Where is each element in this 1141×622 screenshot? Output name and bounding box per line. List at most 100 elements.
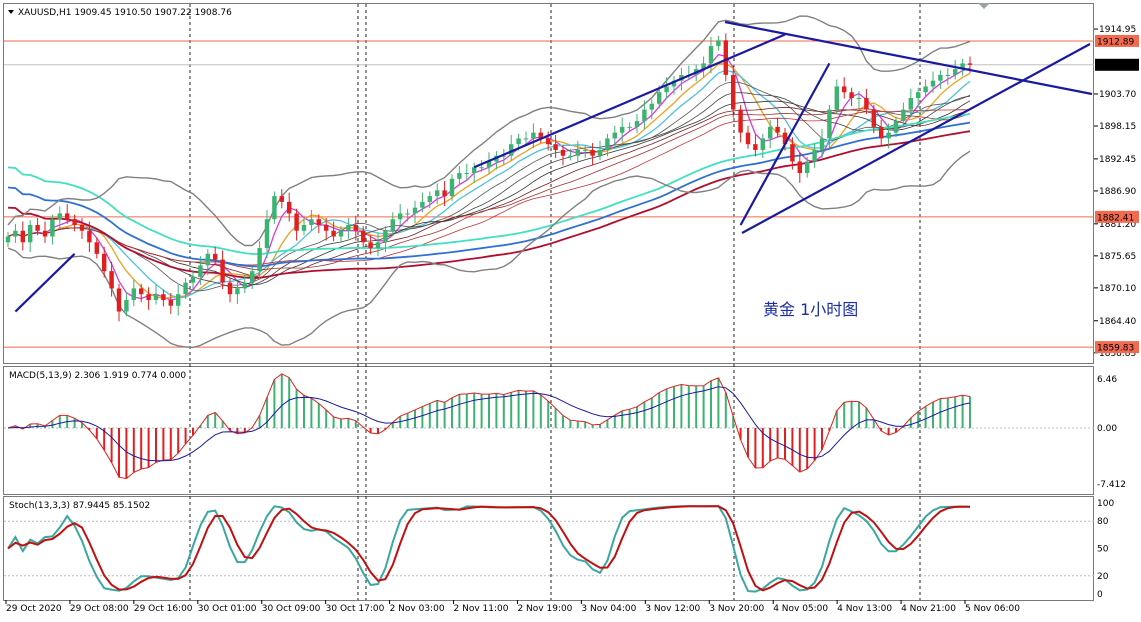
candle-body: [464, 173, 470, 175]
candle-body: [146, 294, 151, 300]
dropdown-triangle-icon[interactable]: [8, 10, 14, 14]
time-tick-label: 3 Nov 12:00: [645, 604, 700, 614]
candle-body: [198, 265, 203, 277]
candle-body: [323, 224, 329, 231]
bollinger-bands: [7, 15, 971, 349]
candle-body: [427, 196, 433, 202]
candle-body: [390, 219, 396, 231]
time-tick-label: 29 Oct 16:00: [134, 604, 193, 614]
candle-body: [753, 144, 758, 150]
price-tag: [1095, 210, 1139, 223]
candle-body: [35, 224, 40, 231]
candle-body: [72, 219, 77, 225]
candle-body: [94, 242, 100, 254]
candle-body: [309, 219, 314, 225]
candle-body: [619, 126, 625, 133]
shift-marker-icon[interactable]: [978, 3, 990, 9]
price-tick-label: 1886.90: [1099, 187, 1136, 197]
candle-body: [649, 103, 655, 110]
candle-body: [893, 121, 899, 133]
price-tick-label: 1903.70: [1099, 90, 1136, 100]
candle-body: [531, 132, 536, 139]
candle-body: [804, 161, 810, 174]
candle-body: [235, 288, 240, 295]
candle-body: [730, 74, 736, 110]
price-axis: 1914.95 1903.70 1898.15 1892.45 1886.90 1881.…: [1094, 25, 1136, 600]
macd-pane: [3, 366, 1094, 495]
candle-body: [797, 161, 803, 174]
candle-body: [360, 230, 366, 243]
candle-body: [812, 149, 817, 162]
candle-body: [27, 224, 33, 243]
candle-body: [442, 190, 447, 197]
candle-body: [960, 63, 965, 70]
candle-body: [457, 173, 462, 179]
candle-body: [952, 69, 958, 75]
candle-body: [50, 219, 55, 237]
candle-body: [57, 213, 63, 220]
macd-tick-label: 6.46: [1097, 375, 1117, 385]
candle-body: [597, 149, 603, 156]
candle-body: [205, 253, 211, 266]
time-tick-label: 3 Nov 20:00: [709, 604, 764, 614]
price-tags: 1912.89 1908.76 1882.41 1859.83: [1095, 34, 1139, 354]
candlesticks: [5, 33, 973, 322]
candle-body: [316, 219, 322, 225]
candle-body: [642, 109, 647, 122]
support-line: [741, 43, 1091, 234]
candle-body: [827, 109, 832, 139]
candle-body: [109, 271, 114, 289]
candle-body: [708, 46, 714, 64]
stoch-tick-label: 50: [1097, 545, 1109, 555]
candle-body: [967, 63, 973, 65]
moving-average-line: [7, 62, 971, 299]
candle-body: [582, 149, 588, 151]
macd-tick-label: 0.00: [1097, 424, 1117, 434]
candle-body: [664, 86, 669, 93]
candle-body: [249, 271, 255, 283]
resistance-line: [724, 20, 1093, 96]
chart-annotation: 黄金 1小时图: [763, 300, 858, 319]
macd-tick-label: -7.412: [1097, 480, 1126, 490]
candle-body: [841, 86, 847, 93]
candle-body: [124, 299, 129, 312]
candle-body: [915, 92, 921, 99]
candle-body: [212, 253, 218, 260]
time-tick-label: 30 Oct 09:00: [262, 604, 321, 614]
time-tick-label: 30 Oct 17:00: [326, 604, 385, 614]
candle-body: [745, 132, 751, 145]
candle-body: [346, 224, 351, 231]
candle-body: [701, 63, 706, 70]
stoch-signal-line: [7, 505, 970, 592]
time-tick-label: 4 Nov 21:00: [901, 604, 956, 614]
main-header: XAUUSD,H1 1909.45 1910.50 1907.22 1908.7…: [18, 8, 232, 18]
price-tick-label: 1914.95: [1099, 25, 1136, 35]
candle-body: [656, 92, 662, 104]
macd-header: MACD(5,13,9) 2.306 1.919 0.774 0.000: [9, 371, 186, 381]
price-tag-label: 1859.83: [1097, 344, 1134, 354]
stoch-tick-label: 80: [1097, 517, 1109, 527]
trendline: [14, 253, 76, 313]
long-moving-average: [7, 130, 971, 279]
candle-body: [272, 196, 277, 220]
candle-body: [501, 155, 507, 157]
candle-body: [938, 74, 943, 81]
macd-indicator: [4, 373, 1094, 480]
stoch-header: Stoch(13,3,3) 87.9445 85.1502: [9, 501, 150, 511]
long-moving-average: [7, 121, 971, 268]
trendlines[interactable]: [14, 20, 1093, 313]
time-tick-label: 4 Nov 13:00: [837, 604, 892, 614]
candle-body: [790, 144, 795, 162]
candle-body: [101, 253, 107, 272]
candle-body: [723, 40, 729, 75]
candle-body: [227, 282, 233, 295]
ma-ribbon: [7, 53, 971, 301]
candle-body: [175, 294, 181, 306]
candle-body: [79, 224, 85, 231]
candle-body: [471, 167, 477, 174]
price-tick-label: 1875.65: [1099, 252, 1136, 262]
candle-body: [64, 213, 70, 220]
candle-body: [508, 144, 514, 156]
candle-body: [878, 126, 884, 139]
